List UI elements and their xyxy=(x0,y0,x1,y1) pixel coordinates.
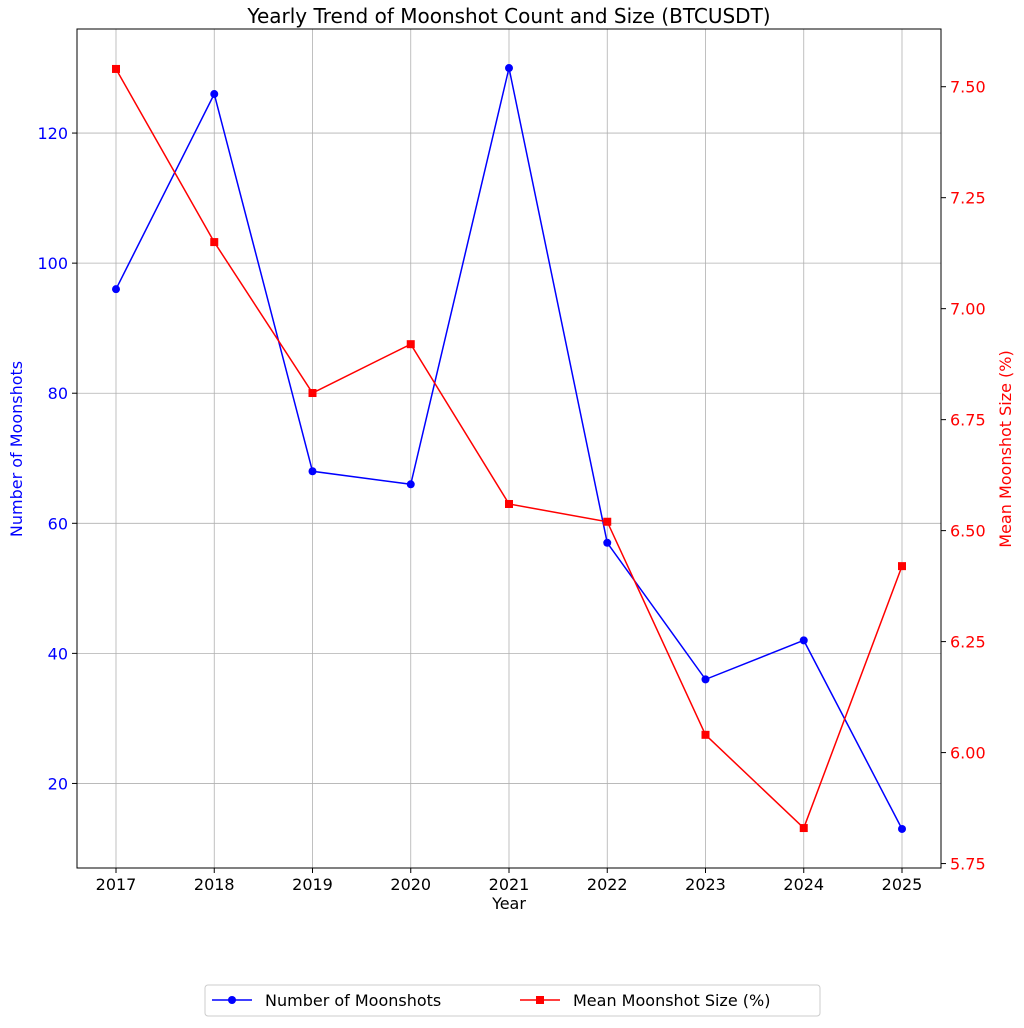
data-point-count xyxy=(505,64,513,73)
x-tick-label: 2022 xyxy=(587,875,628,894)
grid-layer xyxy=(77,29,941,868)
data-point-size xyxy=(210,238,219,247)
data-point-count xyxy=(210,90,219,99)
y-right-tick-label: 7.50 xyxy=(950,78,986,97)
y-right-tick-label: 5.75 xyxy=(950,855,986,874)
data-point-size xyxy=(308,389,317,398)
x-tick-label: 2018 xyxy=(194,875,235,894)
data-point-size xyxy=(112,64,120,73)
y-axis-right: 5.75 6.00 6.25 6.50 6.75 7.00 7.25 7.50 xyxy=(941,78,986,874)
x-tick-label: 2017 xyxy=(96,875,137,894)
y-right-tick-label: 6.00 xyxy=(950,744,986,763)
y-right-tick-label: 6.25 xyxy=(950,633,986,652)
data-point-count xyxy=(406,480,415,489)
y-right-tick-label: 6.75 xyxy=(950,411,986,430)
data-point-count xyxy=(799,636,808,645)
data-point-count xyxy=(898,824,906,833)
y-left-tick-label: 100 xyxy=(37,254,68,273)
data-point-size xyxy=(799,824,808,833)
y-left-tick-label: 80 xyxy=(48,384,68,403)
data-point-size xyxy=(505,499,513,508)
x-tick-label: 2025 xyxy=(882,875,923,894)
series-layer xyxy=(112,64,906,833)
data-point-size xyxy=(406,340,415,349)
y-right-tick-label: 6.50 xyxy=(950,522,986,541)
data-point-size xyxy=(603,517,612,526)
legend-label-size: Mean Moonshot Size (%) xyxy=(573,991,770,1010)
y-axis-right-label: Mean Moonshot Size (%) xyxy=(996,350,1015,547)
x-tick-label: 2024 xyxy=(783,875,824,894)
data-point-size xyxy=(701,730,710,739)
data-point-count xyxy=(308,467,317,476)
data-point-count xyxy=(701,675,710,684)
y-axis-left-label: Number of Moonshots xyxy=(7,361,26,537)
chart-title: Yearly Trend of Moonshot Count and Size … xyxy=(246,4,770,28)
y-axis-left: 20 40 60 80 100 120 xyxy=(37,124,77,793)
legend-label-count: Number of Moonshots xyxy=(265,991,441,1010)
x-tick-label: 2020 xyxy=(390,875,431,894)
y-left-tick-label: 40 xyxy=(48,644,68,663)
y-left-tick-label: 120 xyxy=(37,124,68,143)
x-tick-label: 2019 xyxy=(292,875,333,894)
y-right-tick-label: 7.00 xyxy=(950,300,986,319)
data-point-count xyxy=(603,538,612,547)
y-left-tick-label: 20 xyxy=(48,774,68,793)
x-axis-label: Year xyxy=(491,894,526,913)
legend-marker-count xyxy=(228,996,236,1004)
y-left-tick-label: 60 xyxy=(48,514,68,533)
data-point-size xyxy=(898,562,906,571)
x-tick-label: 2023 xyxy=(685,875,726,894)
legend: Number of Moonshots Mean Moonshot Size (… xyxy=(204,984,821,1017)
legend-box xyxy=(204,984,821,1017)
data-point-count xyxy=(112,285,120,294)
x-axis: 2017 2018 2019 2020 2021 2022 2023 2024 2025 xyxy=(96,868,923,894)
legend-marker-size xyxy=(536,996,544,1004)
y-right-tick-label: 7.25 xyxy=(950,189,986,208)
x-tick-label: 2021 xyxy=(489,875,530,894)
